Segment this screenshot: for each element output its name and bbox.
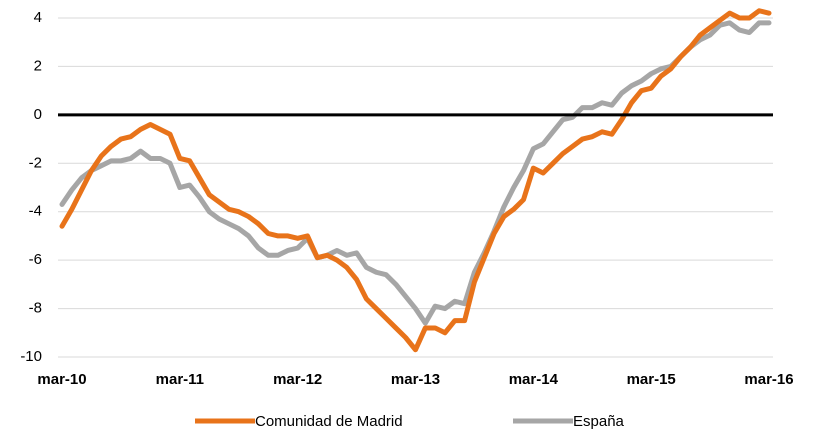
y-tick-label: -2 — [29, 154, 42, 171]
y-tick-label: -4 — [29, 203, 42, 220]
x-tick-label: mar-14 — [509, 371, 559, 388]
x-tick-label: mar-13 — [391, 371, 440, 388]
x-tick-label: mar-10 — [37, 371, 86, 388]
y-tick-label: -10 — [20, 348, 42, 365]
x-tick-label: mar-11 — [156, 371, 204, 388]
y-tick-label: 2 — [34, 57, 42, 74]
x-tick-label: mar-12 — [273, 371, 322, 388]
x-tick-label: mar-15 — [627, 371, 676, 388]
x-tick-label: mar-16 — [744, 371, 793, 388]
y-tick-label: -6 — [29, 251, 42, 268]
series-line — [59, 8, 772, 353]
y-tick-label: -8 — [29, 300, 42, 317]
legend-label: Comunidad de Madrid — [255, 413, 403, 430]
y-tick-label: 4 — [34, 9, 42, 26]
legend-label: España — [573, 413, 625, 430]
series-line — [59, 20, 772, 326]
y-tick-label: 0 — [34, 106, 42, 123]
